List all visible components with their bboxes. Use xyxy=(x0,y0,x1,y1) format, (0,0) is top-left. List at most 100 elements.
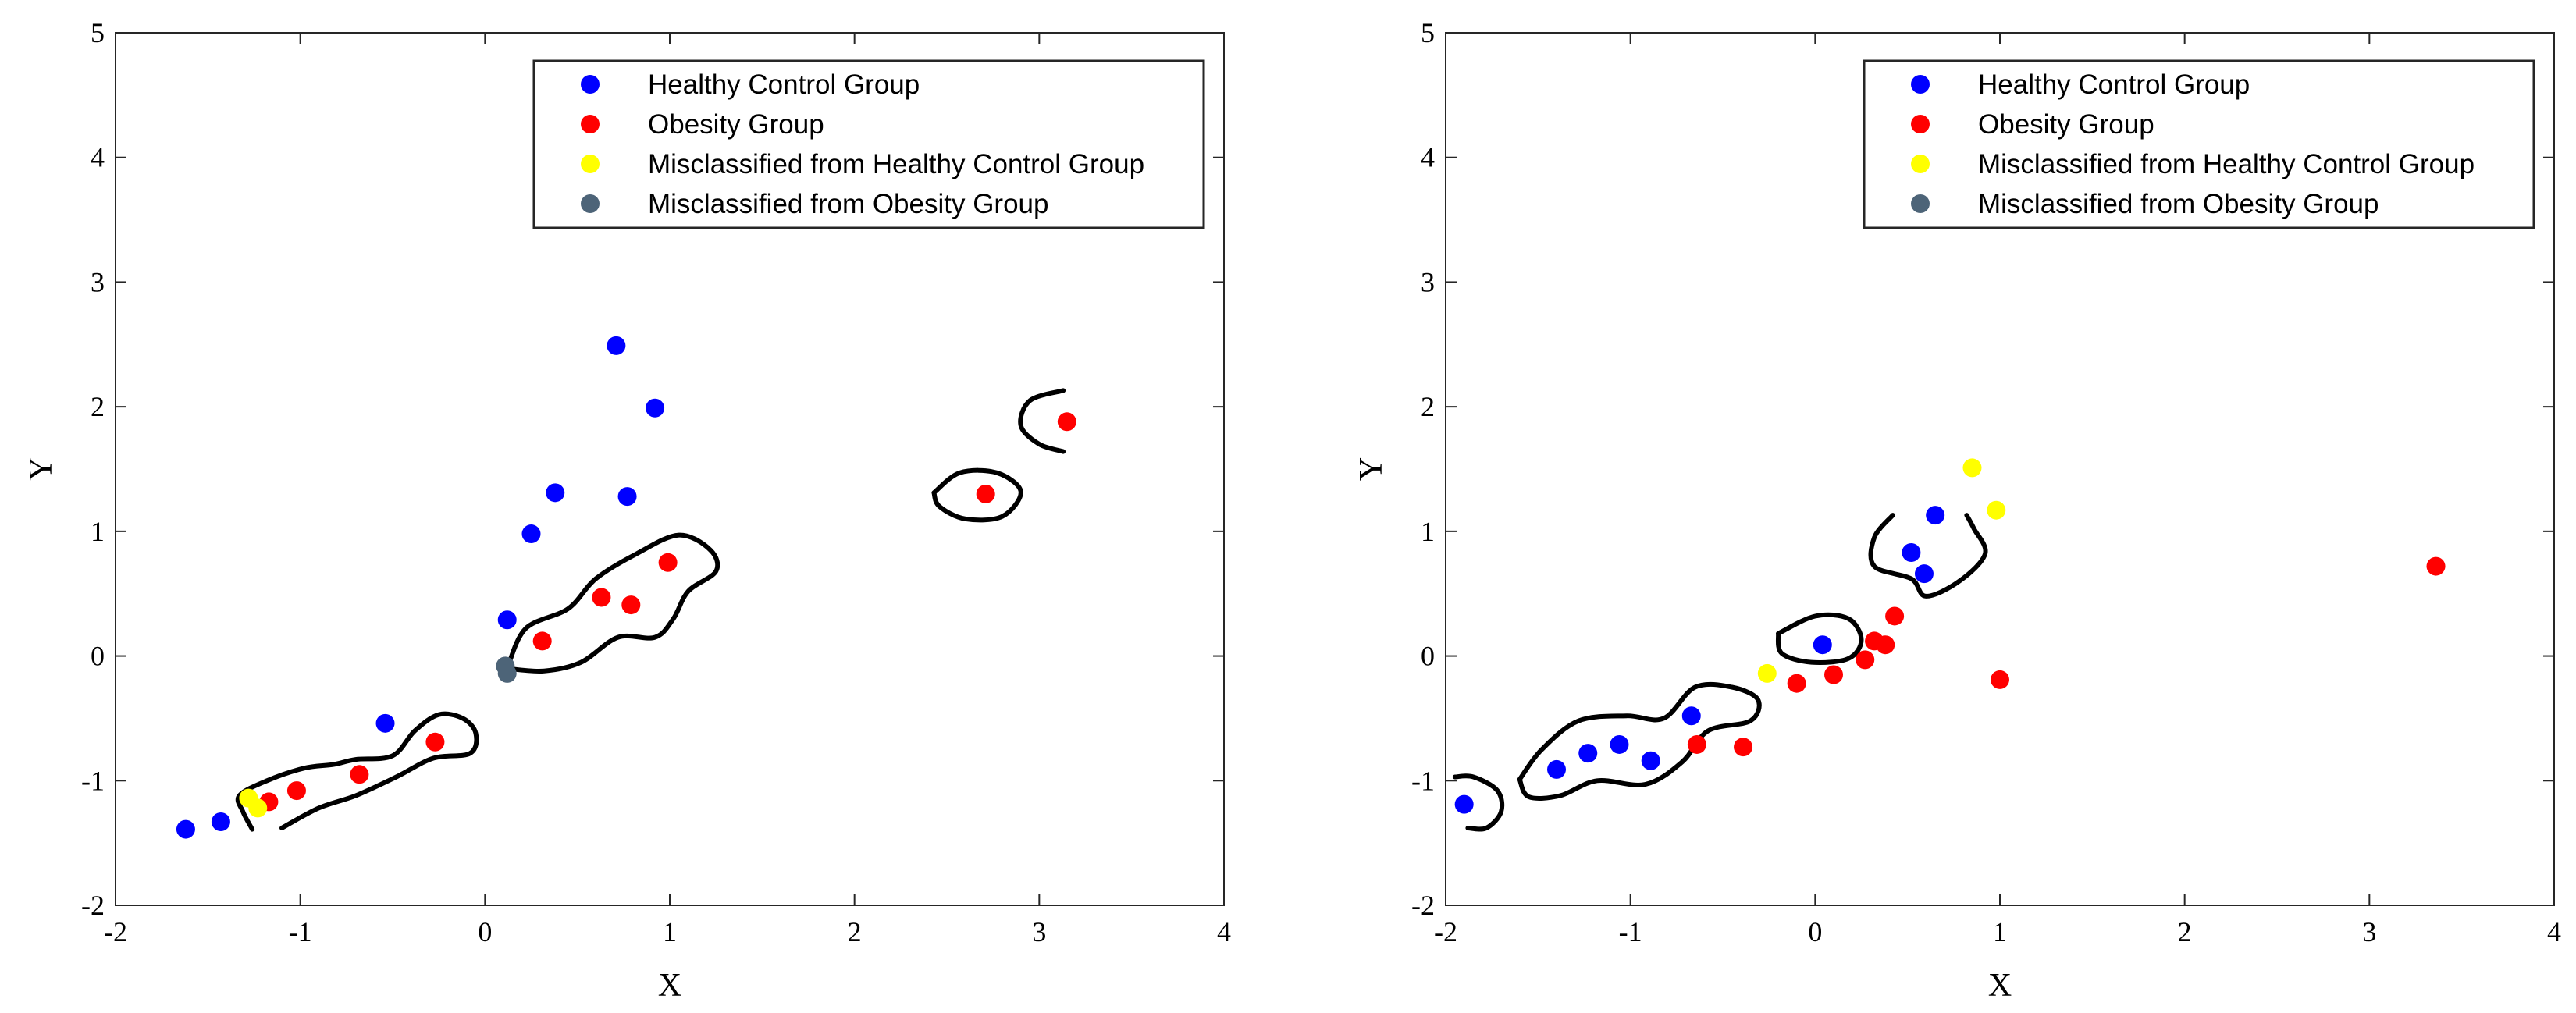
legend-marker xyxy=(1911,115,1930,133)
legend-marker xyxy=(581,75,600,94)
legend-entry-label: Misclassified from Obesity Group xyxy=(648,189,1048,219)
data-point xyxy=(1902,543,1921,563)
decision-boundary-curve xyxy=(931,467,1023,523)
x-tick-label: 3 xyxy=(2362,916,2376,947)
data-point xyxy=(375,713,395,733)
decision-boundary-curve xyxy=(235,711,479,832)
legend: Healthy Control Group Obesity Group Miscla… xyxy=(532,59,1205,229)
y-tick-label: 2 xyxy=(1421,391,1435,422)
data-point xyxy=(425,732,445,752)
data-point xyxy=(1681,706,1701,726)
data-point xyxy=(248,798,268,818)
data-point xyxy=(546,483,565,503)
data-point xyxy=(1454,794,1474,814)
y-tick-label: -1 xyxy=(81,765,105,796)
data-point xyxy=(646,398,665,418)
legend-marker xyxy=(1911,75,1930,94)
y-tick-label: 2 xyxy=(91,391,105,422)
x-tick-label: 4 xyxy=(1217,916,1231,947)
legend-entry-label: Healthy Control Group xyxy=(1978,69,2250,100)
data-point xyxy=(286,781,306,801)
data-point xyxy=(1787,674,1806,693)
data-point xyxy=(1813,635,1832,655)
legend-marker xyxy=(581,115,600,133)
data-point xyxy=(1926,506,1945,525)
legend-entry-label: Healthy Control Group xyxy=(648,69,920,100)
data-point xyxy=(1876,635,1895,655)
data-point xyxy=(521,524,541,544)
x-tick-label: -2 xyxy=(104,916,127,947)
data-point xyxy=(592,588,611,607)
decision-boundary-curve xyxy=(1775,612,1864,665)
legend: Healthy Control Group Obesity Group Miscla… xyxy=(1863,59,2535,229)
legend-marker xyxy=(1911,155,1930,173)
y-tick-label: 3 xyxy=(1421,266,1435,297)
data-point xyxy=(1824,665,1843,684)
data-point xyxy=(1856,650,1875,670)
y-tick-label: -1 xyxy=(1411,765,1435,796)
x-tick-label: 4 xyxy=(2547,916,2561,947)
data-point xyxy=(497,610,517,630)
data-point xyxy=(532,631,552,651)
data-point xyxy=(497,663,517,683)
y-tick-label: 1 xyxy=(91,516,105,547)
data-point xyxy=(1885,606,1905,626)
decision-boundary-curve xyxy=(1018,388,1066,454)
data-point xyxy=(1578,744,1598,763)
data-point xyxy=(2426,556,2446,576)
data-point xyxy=(1991,670,2009,689)
y-tick-label: 1 xyxy=(1421,516,1435,547)
x-tick-label: -1 xyxy=(1619,916,1642,947)
y-axis-label: Y xyxy=(23,457,59,481)
x-tick-label: 2 xyxy=(2178,916,2192,947)
legend-entry-label: Misclassified from Healthy Control Group xyxy=(1978,149,2475,179)
data-point xyxy=(621,595,641,615)
legend-marker xyxy=(581,155,600,173)
decision-boundary-curve xyxy=(1452,773,1505,832)
data-point xyxy=(1057,412,1076,432)
data-point xyxy=(1547,759,1566,779)
data-point xyxy=(976,484,995,503)
legend-entry-label: Misclassified from Healthy Control Group xyxy=(648,149,1144,179)
legend-marker xyxy=(581,194,600,213)
x-tick-label: 3 xyxy=(1032,916,1046,947)
legend-box xyxy=(1863,59,2535,229)
data-point xyxy=(617,487,637,507)
data-point xyxy=(1962,458,1982,478)
y-tick-label: 5 xyxy=(1421,17,1435,48)
data-point xyxy=(1914,564,1934,584)
x-tick-label: 1 xyxy=(663,916,677,947)
data-point xyxy=(1757,663,1777,683)
legend-marker xyxy=(1911,194,1930,213)
data-point xyxy=(658,553,678,572)
y-tick-label: 3 xyxy=(91,266,105,297)
data-point xyxy=(211,812,230,831)
legend-box xyxy=(532,59,1205,229)
x-tick-label: 2 xyxy=(848,916,862,947)
x-tick-label: 0 xyxy=(478,916,492,947)
chart-left: -2 -1 0 1 2 3 4 -2 -1 0 1 2 3 4 5 X Y Healthy Control Gro… xyxy=(23,17,1231,1004)
y-tick-label: -2 xyxy=(81,890,105,921)
data-point xyxy=(350,765,369,784)
legend-entry-label: Obesity Group xyxy=(648,109,824,140)
data-point xyxy=(1641,751,1660,770)
decision-boundary-curve xyxy=(504,532,720,674)
x-axis-label: X xyxy=(658,968,681,1004)
y-axis-label: Y xyxy=(1354,457,1389,481)
legend-entry-label: Misclassified from Obesity Group xyxy=(1978,189,2379,219)
data-point xyxy=(1734,738,1753,757)
y-tick-label: 4 xyxy=(1421,142,1435,173)
y-tick-label: 0 xyxy=(91,641,105,672)
x-tick-label: 0 xyxy=(1808,916,1822,947)
decision-boundary-curve xyxy=(1868,513,1988,599)
x-tick-label: 1 xyxy=(1993,916,2007,947)
y-tick-label: 0 xyxy=(1421,641,1435,672)
x-tick-label: -1 xyxy=(289,916,312,947)
x-tick-label: -2 xyxy=(1434,916,1457,947)
y-tick-label: 4 xyxy=(91,142,105,173)
data-point xyxy=(1610,734,1629,754)
data-point xyxy=(607,336,626,355)
data-point xyxy=(1687,734,1706,754)
y-tick-label: -2 xyxy=(1411,890,1435,921)
